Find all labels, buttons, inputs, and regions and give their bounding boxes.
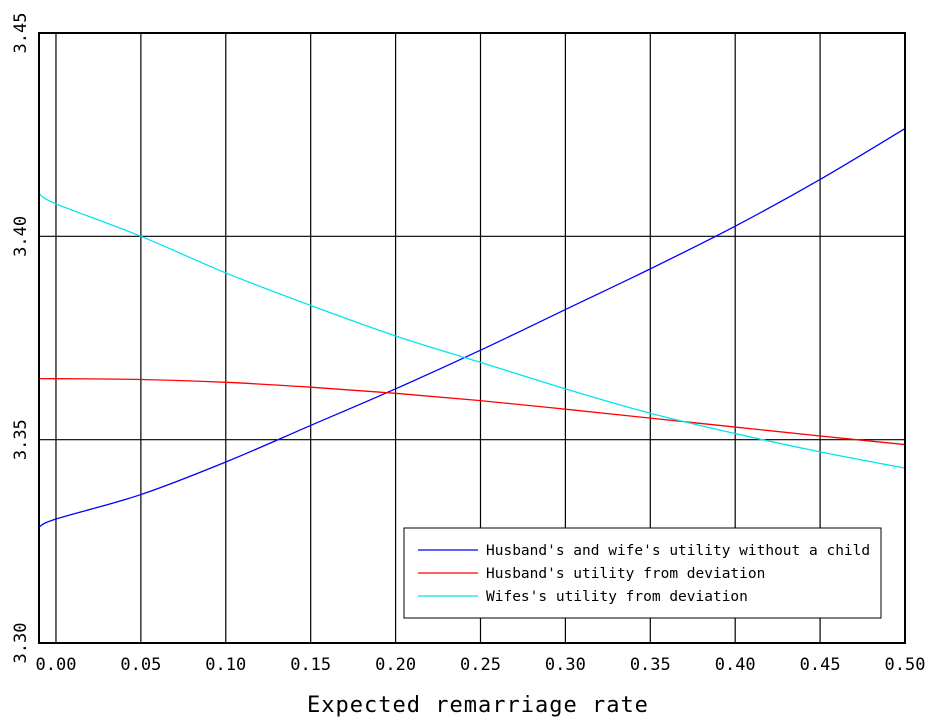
series-lines xyxy=(38,128,906,528)
plot-frame xyxy=(38,32,906,644)
x-axis-ticks: 0.00 0.05 0.10 0.15 0.20 0.25 0.30 0.35 0.40 0.45… xyxy=(36,655,926,675)
x-tick-label: 0.05 xyxy=(120,655,161,675)
x-tick-label: 0.20 xyxy=(375,655,416,675)
x-tick-label: 0.50 xyxy=(885,655,926,675)
x-tick-label: 0.30 xyxy=(545,655,586,675)
legend-items: Husband's and wife's utility without a c… xyxy=(418,543,870,605)
series-line-2 xyxy=(38,377,906,446)
y-axis-ticks: 3.30 3.35 3.40 3.45 xyxy=(11,13,31,664)
legend: Husband's and wife's utility without a c… xyxy=(403,527,882,619)
x-tick-label: 0.25 xyxy=(460,655,501,675)
x-tick-label: 0.35 xyxy=(630,655,671,675)
x-tick-label: 0.45 xyxy=(800,655,841,675)
x-tick-label: 0.00 xyxy=(36,655,77,675)
y-tick-label: 3.40 xyxy=(11,216,31,257)
legend-label-1: Husband's and wife's utility without a c… xyxy=(486,543,870,559)
x-axis-title: Expected remarriage rate xyxy=(307,693,649,718)
y-tick-label: 3.35 xyxy=(11,419,31,460)
x-tick-label: 0.40 xyxy=(715,655,756,675)
x-tick-label: 0.10 xyxy=(205,655,246,675)
legend-box xyxy=(403,527,882,619)
series-line-3 xyxy=(38,193,906,469)
series-line-1 xyxy=(38,128,906,528)
legend-label-2: Husband's utility from deviation xyxy=(486,566,765,582)
x-tick-label: 0.15 xyxy=(290,655,331,675)
y-tick-label: 3.45 xyxy=(11,13,31,54)
y-tick-label: 3.30 xyxy=(11,623,31,664)
legend-label-3: Wifes's utility from deviation xyxy=(486,589,748,605)
